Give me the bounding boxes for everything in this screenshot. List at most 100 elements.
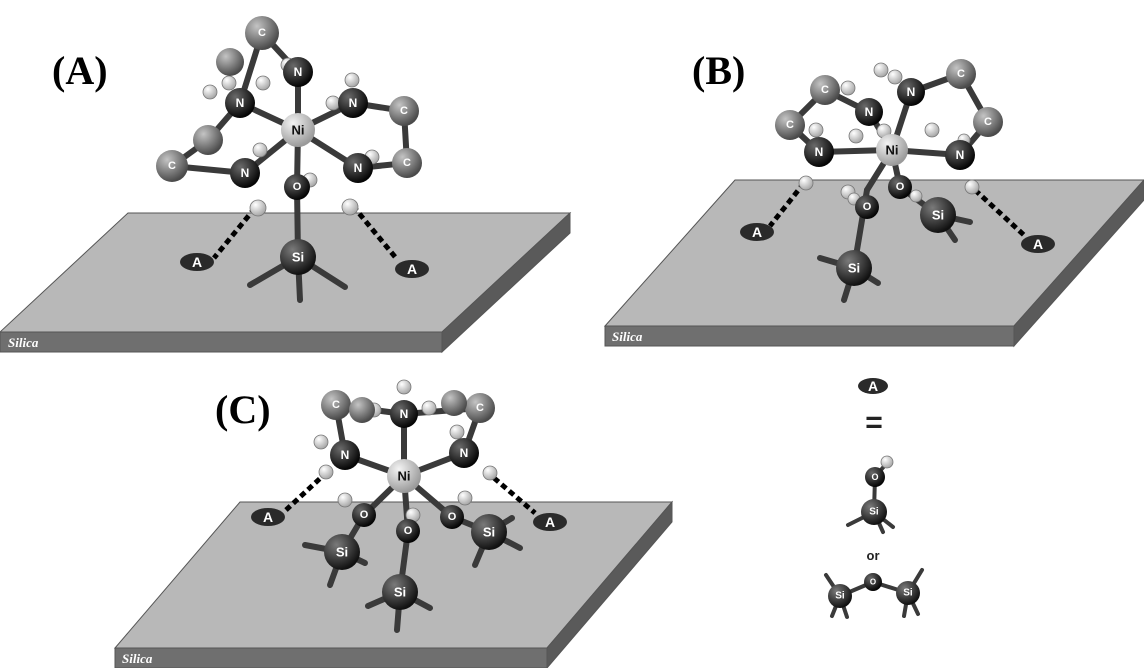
atom-sphere	[465, 393, 495, 423]
atom-sphere	[225, 88, 255, 118]
silicon-atoms-c: Si Si Si	[324, 514, 507, 610]
atom-label: O	[863, 201, 872, 213]
atom-sphere	[382, 574, 418, 610]
atom-sphere	[945, 140, 975, 170]
atom-label: C	[476, 402, 484, 414]
nickel-atom-b: Ni	[876, 134, 908, 166]
atom-sphere	[798, 175, 814, 191]
atom-sphere	[341, 198, 359, 216]
panel-a: Silica (A)	[0, 16, 572, 354]
atom-sphere	[245, 16, 279, 50]
atom-sphere	[396, 379, 412, 395]
silicon-atom-a: Si	[280, 239, 316, 275]
atom-label: Ni	[886, 143, 899, 158]
atom-label: A	[1033, 236, 1043, 252]
atom-sphere	[180, 253, 214, 271]
atom-label: O	[448, 511, 457, 523]
atom-sphere	[313, 434, 329, 450]
atom-sphere	[855, 98, 883, 126]
atom-sphere	[1021, 235, 1055, 253]
silica-slab-c: Silica	[113, 500, 674, 668]
atom-label: Ni	[398, 469, 411, 484]
atom-sphere	[251, 508, 285, 526]
atom-sphere	[338, 88, 368, 118]
atom-sphere	[924, 122, 940, 138]
atom-sphere	[946, 59, 976, 89]
atom-sphere	[808, 122, 824, 138]
atom-label: O	[870, 578, 876, 587]
atom-label: Ni	[292, 123, 305, 138]
legend-silanol: O Si	[861, 455, 894, 525]
atom-label: N	[460, 446, 469, 460]
atom-label: C	[984, 116, 992, 128]
atom-label: N	[815, 145, 824, 159]
atom-sphere	[887, 69, 903, 85]
legend-or: or	[867, 548, 880, 563]
atom-sphere	[352, 503, 376, 527]
atom-sphere	[216, 48, 244, 76]
atom-label: A	[752, 224, 762, 240]
atom-label: N	[236, 96, 245, 110]
atom-label: N	[241, 166, 250, 180]
atom-sphere	[740, 223, 774, 241]
hydrogen-atoms-b	[798, 62, 980, 206]
atom-sphere	[389, 96, 419, 126]
atom-sphere	[281, 113, 315, 147]
atom-sphere	[471, 514, 507, 550]
atom-sphere	[449, 424, 465, 440]
atom-label: N	[956, 148, 965, 162]
atom-sphere	[855, 195, 879, 219]
atom-sphere	[324, 534, 360, 570]
atom-label: N	[341, 448, 350, 462]
atom-label: N	[400, 407, 409, 421]
atom-label: A	[192, 254, 202, 270]
panel-label-a: (A)	[52, 48, 108, 93]
atom-sphere	[848, 128, 864, 144]
atom-sphere	[318, 464, 334, 480]
atom-label: Si	[394, 585, 406, 600]
atom-label: N	[349, 96, 358, 110]
atom-label: O	[871, 472, 878, 482]
panel-c: Silica (C)	[113, 379, 674, 668]
surface-site-c-right: A	[533, 513, 567, 531]
atom-sphere	[909, 189, 923, 203]
silica-label: Silica	[612, 329, 643, 344]
oxygen-atoms-c: O O O	[352, 503, 464, 543]
atom-label: N	[907, 85, 916, 99]
carbon-atoms-b: C C C C	[775, 59, 1003, 140]
atom-sphere	[349, 397, 375, 423]
atom-sphere	[344, 72, 360, 88]
silica-label: Silica	[122, 651, 153, 666]
atom-label: O	[404, 525, 413, 537]
atom-sphere	[193, 125, 223, 155]
atom-sphere	[283, 57, 313, 87]
atom-label: C	[332, 399, 340, 411]
atom-sphere	[864, 573, 882, 591]
atom-sphere	[230, 158, 260, 188]
nitrogen-atoms-b: N N N N	[804, 78, 975, 170]
atom-label: A	[868, 378, 878, 394]
atom-sphere	[964, 179, 980, 195]
atom-sphere	[482, 465, 498, 481]
atom-sphere	[441, 390, 467, 416]
atom-sphere	[337, 492, 353, 508]
atom-label: C	[821, 84, 829, 96]
atom-label: C	[168, 160, 176, 172]
atom-sphere	[896, 581, 920, 605]
atom-label: Si	[336, 545, 348, 560]
atom-sphere	[392, 148, 422, 178]
silica-slab-a: Silica	[0, 211, 572, 354]
atom-sphere	[533, 513, 567, 531]
legend-site-symbol: A	[858, 378, 888, 394]
atom-label: Si	[483, 525, 495, 540]
hydrogen-bonds-b	[768, 181, 1027, 238]
atom-sphere	[775, 110, 805, 140]
atom-sphere	[396, 519, 420, 543]
atom-sphere	[858, 378, 888, 394]
panel-b: Silica (B)	[603, 48, 1144, 348]
oxygen-atom-a: O	[284, 174, 310, 200]
surface-site-c-left: A	[251, 508, 285, 526]
silica-slab-b: Silica	[603, 179, 1144, 348]
